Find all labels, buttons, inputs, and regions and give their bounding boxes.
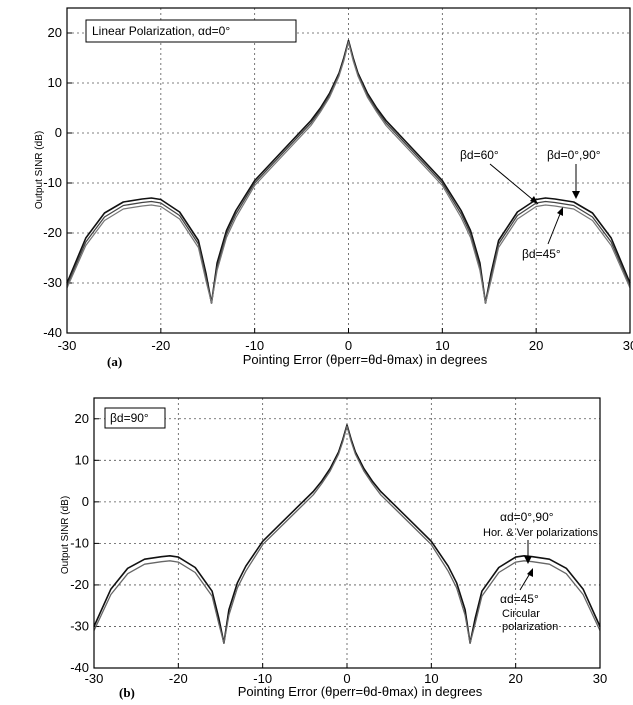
- y-tick-label: -30: [70, 618, 89, 633]
- x-tick-label: 0: [345, 338, 352, 353]
- series-line-2: [93, 425, 601, 644]
- panel-b-x-ticks: -30 -20 -10 0 10 20 30: [85, 671, 608, 686]
- x-tick-label: 0: [343, 671, 350, 686]
- y-tick-label: 10: [48, 75, 62, 90]
- x-tick-label: 30: [593, 671, 607, 686]
- x-tick-label: 10: [435, 338, 449, 353]
- arrow-beta-45: [547, 208, 563, 245]
- series-line-1: [93, 424, 601, 644]
- annotation-circular: Circular: [502, 608, 540, 620]
- annotation-alpha-0-90: αd=0°,90°: [500, 510, 554, 524]
- y-tick-label: 10: [75, 452, 89, 467]
- panel-a-plot-frame: [66, 7, 631, 334]
- y-tick-label: -30: [43, 275, 62, 290]
- panel-b-y-axis-label: Output SINR (dB): [60, 496, 71, 574]
- arrow-beta-60-head: [530, 196, 538, 204]
- panel-a-y-axis-label: Output SINR (dB): [34, 131, 45, 209]
- panel-a-legend-box: [85, 19, 297, 43]
- arrow-beta-45-head: [557, 207, 563, 216]
- panel-b-label: (b): [119, 685, 135, 700]
- x-tick-label: -30: [58, 338, 77, 353]
- panel-a-legend-text: Linear Polarization, αd=0°: [92, 24, 230, 38]
- arrow-beta-0-90-head: [572, 191, 580, 199]
- x-tick-label: -20: [169, 671, 188, 686]
- annotation-beta-45: βd=45°: [522, 247, 561, 261]
- arrow-alpha-45-head: [527, 568, 533, 577]
- panel-b-grid: [93, 398, 601, 669]
- x-tick-label: 10: [424, 671, 438, 686]
- panel-b-legend-text: βd=90°: [110, 411, 149, 425]
- annotation-beta-0-90: βd=0°,90°: [547, 148, 601, 162]
- y-tick-label: 0: [55, 125, 62, 140]
- y-tick-label: 20: [48, 25, 62, 40]
- panel-a-x-axis-label: Pointing Error (θperr=θd-θmax) in degree…: [243, 352, 488, 367]
- panel-b-x-axis-label: Pointing Error (θperr=θd-θmax) in degree…: [238, 684, 483, 699]
- panel-a-y-ticks: 20 10 0 -10 -20 -30 -40: [43, 25, 62, 340]
- panel-a-x-ticks: -30 -20 -10 0 10 20 30: [58, 338, 633, 353]
- panel-a-label: (a): [107, 354, 122, 369]
- y-tick-label: 0: [82, 494, 89, 509]
- x-tick-label: 20: [508, 671, 522, 686]
- x-tick-label: -20: [151, 338, 170, 353]
- y-tick-label: -10: [43, 175, 62, 190]
- x-tick-label: -10: [253, 671, 272, 686]
- series-line-1: [66, 39, 631, 304]
- arrow-beta-60: [489, 163, 539, 205]
- x-tick-label: -30: [85, 671, 104, 686]
- x-tick-label: 30: [623, 338, 633, 353]
- y-tick-label: -40: [70, 660, 89, 675]
- annotation-beta-60: βd=60°: [460, 148, 499, 162]
- panel-a-series: [66, 39, 631, 304]
- panel-b-legend-box: [104, 407, 166, 429]
- annotation-polarization: polarization: [502, 621, 558, 633]
- y-tick-label: 20: [75, 411, 89, 426]
- series-line-2: [66, 40, 631, 304]
- panel-a-background: [0, 0, 633, 368]
- panel-a-grid: [66, 8, 631, 334]
- y-tick-label: -20: [70, 577, 89, 592]
- panel-b-y-ticks: 20 10 0 -10 -20 -30 -40: [70, 411, 89, 675]
- annotation-hor-ver: Hor. & Ver polarizations: [483, 527, 598, 539]
- y-tick-label: -10: [70, 535, 89, 550]
- y-tick-label: -40: [43, 325, 62, 340]
- panel-b-plot-frame: [93, 397, 601, 669]
- y-tick-label: -20: [43, 225, 62, 240]
- arrow-alpha-0-90-head: [524, 556, 532, 564]
- x-tick-label: -10: [245, 338, 264, 353]
- series-line-3: [66, 41, 631, 304]
- panel-b-series: [93, 424, 601, 644]
- x-tick-label: 20: [529, 338, 543, 353]
- annotation-alpha-45: αd=45°: [500, 592, 539, 606]
